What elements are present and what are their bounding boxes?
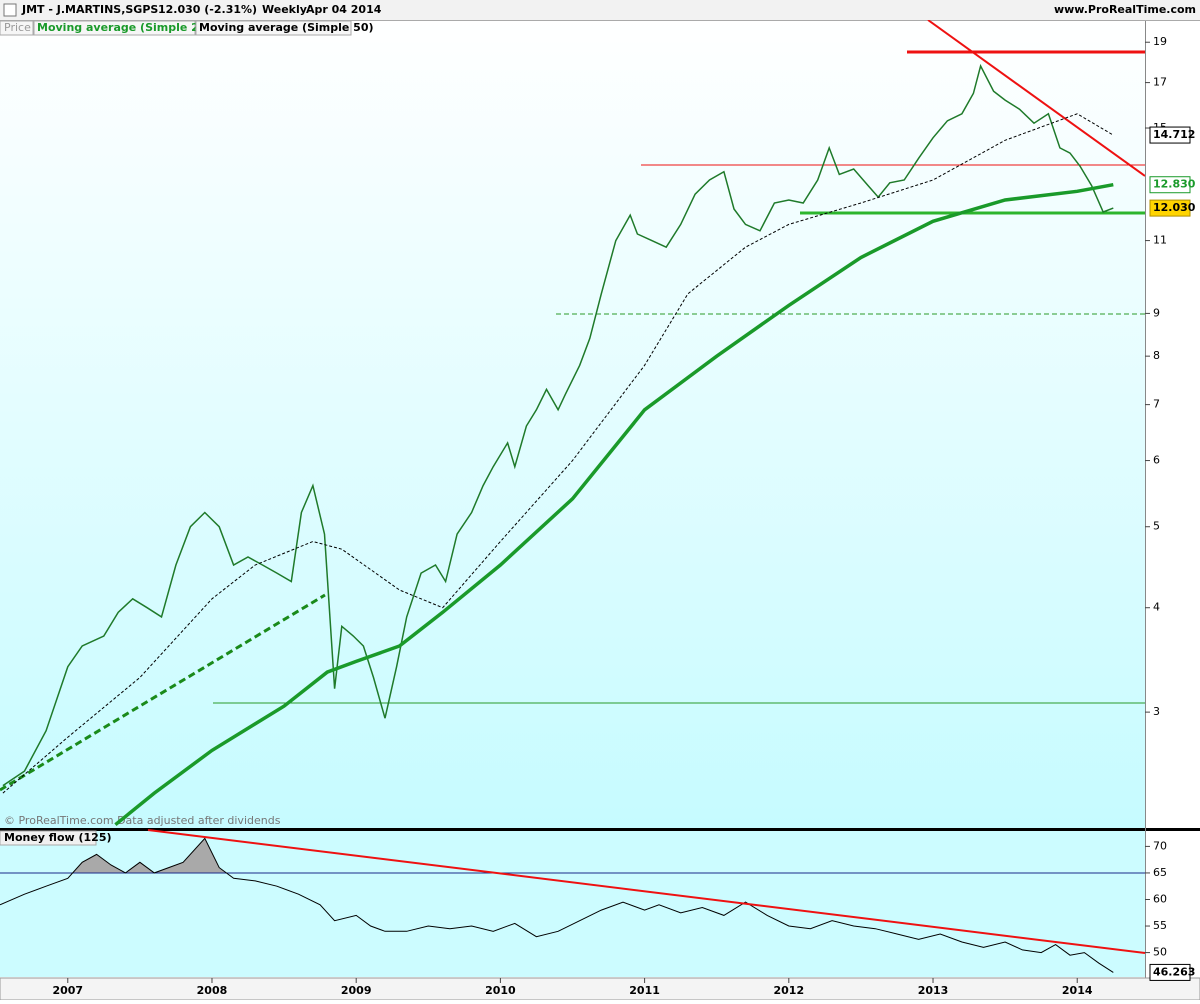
legend-label[interactable]: Moving average (Simple 200) — [37, 21, 219, 34]
source: www.ProRealTime.com — [1054, 3, 1196, 16]
drawings — [0, 20, 1145, 792]
x-tick-label: 2012 — [773, 984, 804, 997]
quote: 12.030 (-2.31%) — [158, 3, 257, 16]
y-tick-label: 19 — [1153, 35, 1167, 48]
y-tick-label: 7 — [1153, 398, 1160, 411]
last-value-label: 46.263 — [1153, 965, 1195, 978]
header: JMT - J.MARTINS,SGPS 12.030 (-2.31%) Wee… — [3, 3, 1196, 17]
legend-label[interactable]: Price — [4, 21, 31, 34]
y-tick-label: 11 — [1153, 234, 1167, 247]
y-tick-label: 6 — [1153, 454, 1160, 467]
last-value-box — [1149, 176, 1191, 194]
overbought-area — [72, 838, 227, 873]
legend-label[interactable]: Moving average (Simple 50) — [199, 21, 374, 34]
legend: Price Moving average (Simple 200) Moving… — [0, 20, 374, 36]
last-value-box — [1149, 963, 1191, 981]
money-flow-plot — [0, 837, 1145, 973]
price-panel — [0, 20, 1145, 828]
series-line — [114, 182, 1114, 827]
icon — [3, 3, 17, 17]
y-tick-label: 9 — [1153, 306, 1160, 319]
x-tick-label: 2008 — [197, 984, 228, 997]
last-value-label: 12.830 — [1153, 178, 1196, 191]
trend-line — [147, 829, 1146, 954]
y-tick-label: 55 — [1153, 919, 1167, 932]
legend-tab[interactable] — [0, 20, 34, 36]
trend-line — [0, 593, 326, 792]
y-tick-label: 17 — [1153, 76, 1167, 89]
last-value-box — [1149, 199, 1191, 217]
money-flow-panel — [0, 831, 1145, 977]
legend-tab[interactable] — [195, 20, 352, 36]
axes: 34567891115171912.03012.83014.7125055606… — [52, 35, 1195, 997]
series-line — [2, 113, 1114, 794]
y-tick-label: 4 — [1153, 601, 1160, 614]
y-tick-label: 65 — [1153, 866, 1167, 879]
series-line — [0, 837, 1114, 973]
price-plot — [2, 63, 1114, 827]
x-tick-label: 2007 — [52, 984, 83, 997]
y-tick-label: 5 — [1153, 520, 1160, 533]
y-tick-label: 8 — [1153, 349, 1160, 362]
date: Apr 04 2014 — [306, 3, 382, 16]
indicator-title: Money flow (125) — [4, 831, 112, 844]
x-tick-label: 2009 — [341, 984, 372, 997]
y-tick-label: 3 — [1153, 705, 1160, 718]
y-tick-label: 50 — [1153, 946, 1167, 959]
y-tick-label: 60 — [1153, 892, 1167, 905]
last-value-label: 14.712 — [1153, 128, 1195, 141]
last-value-label: 12.030 — [1153, 201, 1196, 214]
trend-line — [927, 20, 1145, 177]
indicator-tab — [0, 830, 97, 846]
legend-tab[interactable] — [33, 20, 196, 36]
y-tick-label: 70 — [1153, 839, 1167, 852]
x-tick-label: 2011 — [629, 984, 660, 997]
x-tick-label: 2014 — [1062, 984, 1093, 997]
footnote: © ProRealTime.com Data adjusted after di… — [4, 814, 281, 827]
x-tick-label: 2010 — [485, 984, 516, 997]
x-axis-bar — [0, 977, 1200, 1001]
period: Weekly — [262, 3, 307, 16]
last-value-box — [1149, 126, 1191, 144]
series-line — [2, 63, 1114, 787]
header-bar — [0, 0, 1200, 20]
x-tick-label: 2013 — [918, 984, 949, 997]
ticker: JMT - J.MARTINS,SGPS — [21, 3, 158, 16]
